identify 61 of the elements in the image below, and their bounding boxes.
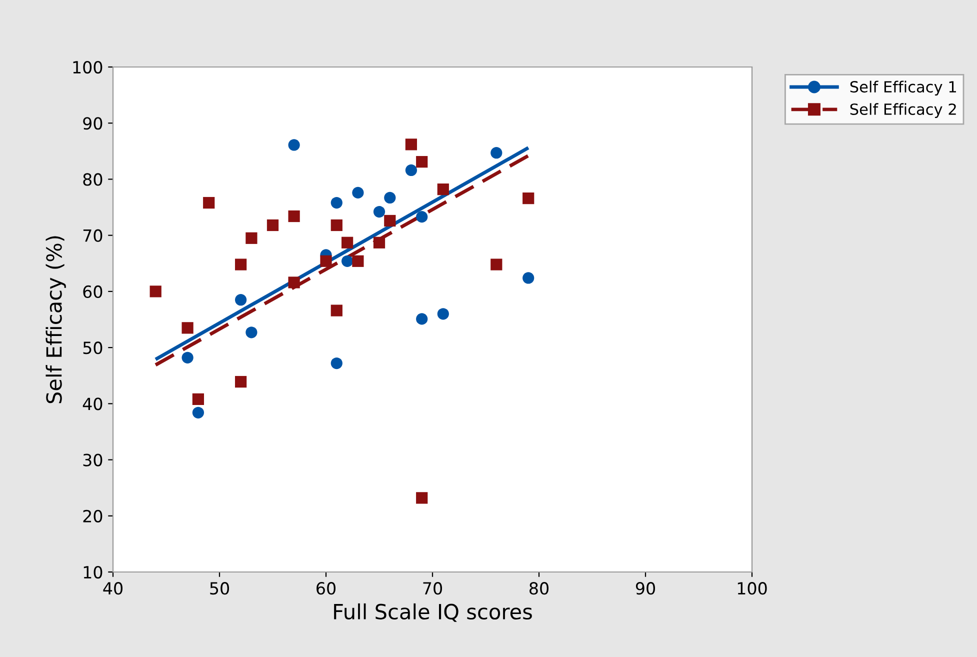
point — [320, 255, 332, 267]
point — [192, 406, 204, 418]
point — [330, 219, 342, 232]
point — [192, 393, 204, 405]
legend-label: Self Efficacy 1 — [850, 80, 956, 96]
x-tick-label: 80 — [530, 582, 548, 595]
point — [341, 236, 354, 248]
y-tick-label: 30 — [83, 454, 102, 466]
point — [288, 210, 300, 222]
point — [288, 276, 300, 288]
point — [330, 357, 342, 370]
point — [266, 219, 279, 232]
point — [203, 196, 215, 209]
point — [234, 376, 247, 388]
point — [437, 308, 449, 320]
point — [246, 326, 258, 338]
y-tick-label: 100 — [73, 60, 102, 74]
point — [150, 286, 162, 298]
x-tick-label: 90 — [636, 582, 655, 595]
point — [490, 147, 502, 159]
y-axis-title: Self Efficacy (%) — [46, 236, 66, 404]
x-tick-label: 40 — [103, 582, 122, 595]
point — [384, 214, 396, 227]
point — [288, 139, 300, 151]
point — [416, 211, 428, 223]
point — [373, 236, 386, 248]
point — [234, 294, 247, 306]
x-tick-label: 60 — [316, 582, 336, 595]
point — [384, 192, 396, 204]
point — [330, 196, 342, 209]
point — [182, 322, 194, 334]
y-tick-label: 40 — [82, 398, 102, 410]
x-axis-title: Full Scale IQ scores — [334, 603, 532, 622]
point — [522, 272, 534, 284]
x-tick-label: 100 — [738, 582, 767, 595]
point — [416, 492, 428, 504]
y-tick-label: 90 — [83, 117, 102, 130]
point — [373, 206, 386, 218]
point — [352, 255, 364, 267]
point — [416, 313, 428, 325]
y-tick-label: 80 — [83, 173, 102, 186]
point — [405, 138, 418, 150]
legend-label: Self Efficacy 2 — [850, 103, 956, 118]
point — [405, 164, 418, 176]
point — [522, 192, 534, 204]
point — [352, 186, 364, 198]
x-tick-label: 50 — [210, 582, 229, 595]
point — [490, 258, 502, 270]
point — [234, 258, 247, 270]
y-tick-label: 10 — [84, 566, 102, 579]
point — [341, 255, 354, 267]
point — [330, 304, 342, 316]
point — [437, 184, 449, 196]
point — [416, 156, 428, 168]
y-tick-label: 70 — [83, 229, 102, 242]
point — [182, 352, 194, 364]
y-tick-label: 20 — [83, 510, 102, 522]
y-tick-label: 60 — [83, 285, 102, 298]
y-tick-label: 50 — [83, 342, 102, 354]
point — [246, 232, 258, 244]
x-tick-label: 70 — [423, 582, 442, 595]
